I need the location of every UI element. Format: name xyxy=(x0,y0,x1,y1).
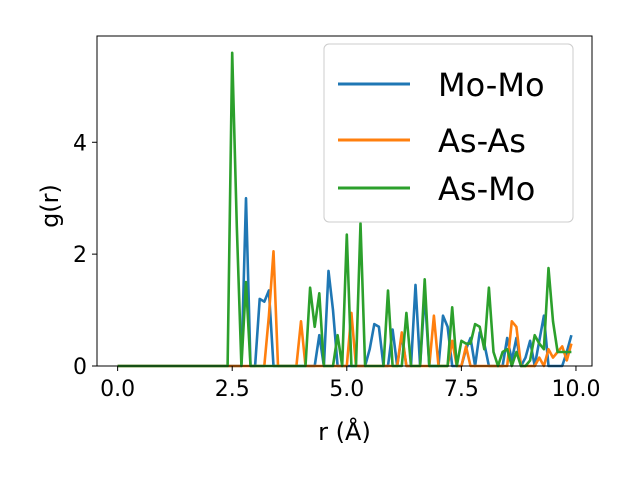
y-tick-label: 4 xyxy=(73,131,87,156)
axes-frame xyxy=(96,35,593,367)
axis-ticks: 0.0 2.5 5.0 7.5 10.0 0 2 4 xyxy=(73,131,600,402)
y-axis-label: g(r) xyxy=(36,184,64,228)
x-tick-label: 5.0 xyxy=(329,377,364,402)
x-tick-label: 10.0 xyxy=(551,377,600,402)
x-axis-label: r (Å) xyxy=(318,417,371,446)
legend-box xyxy=(323,43,574,223)
x-tick-label: 0.0 xyxy=(100,377,135,402)
legend-label-as-mo: As-Mo xyxy=(438,170,535,208)
x-tick-label: 2.5 xyxy=(215,377,250,402)
y-tick-label: 0 xyxy=(73,355,87,380)
legend-label-mo-mo: Mo-Mo xyxy=(438,66,545,104)
legend: Mo-Mo As-As As-Mo xyxy=(323,43,574,223)
legend-label-as-as: As-As xyxy=(438,122,526,160)
x-tick-label: 7.5 xyxy=(444,377,479,402)
y-tick-label: 2 xyxy=(73,243,87,268)
